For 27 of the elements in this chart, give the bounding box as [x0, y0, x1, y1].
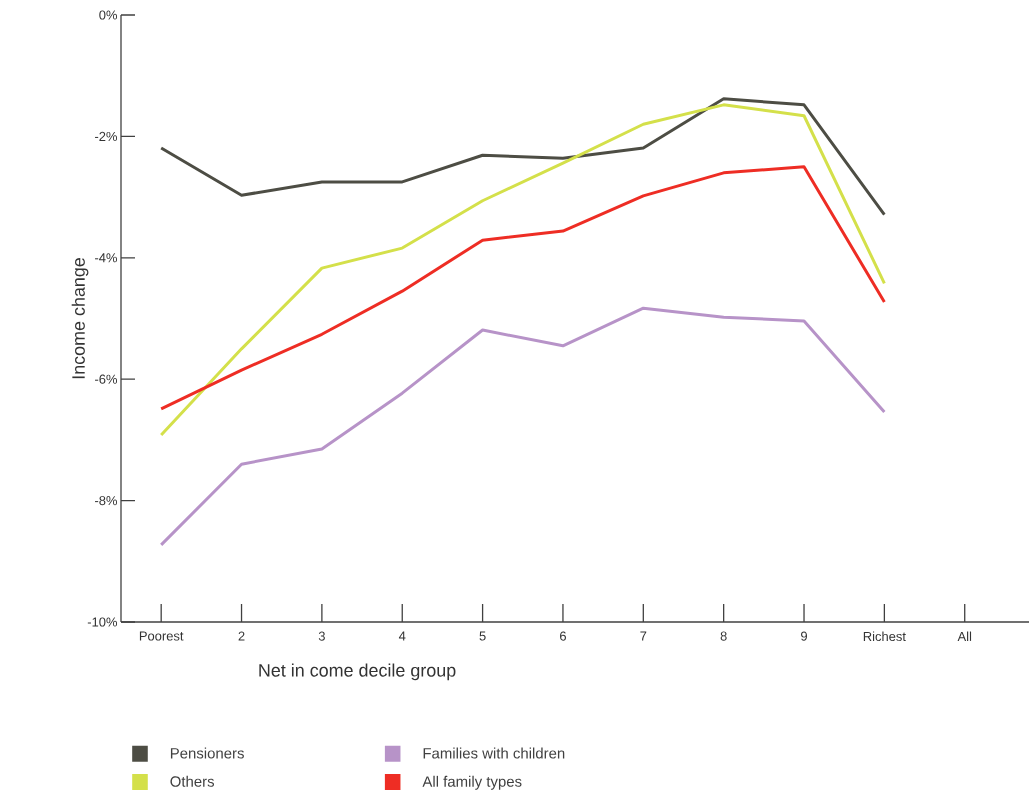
legend-label: Pensioners [170, 747, 244, 759]
x-tick-label: All [957, 631, 972, 641]
x-tick-label: 4 [398, 631, 406, 641]
y-tick-label: 0% [99, 10, 118, 20]
x-tick-label: 2 [238, 631, 245, 641]
x-tick-label: 5 [479, 631, 486, 641]
y-tick-label: -8% [95, 496, 118, 506]
y-axis-title: Income change [71, 258, 89, 379]
y-tick-label: -6% [95, 374, 118, 384]
y-tick-label: -2% [95, 131, 118, 141]
legend-label: All family types [422, 775, 522, 790]
x-tick-label: 6 [560, 631, 566, 641]
y-tick-label: -4% [95, 253, 118, 263]
x-axis-title: Net in come decile group [259, 663, 456, 681]
line-series [159, 103, 886, 437]
x-tick-label: 9 [801, 631, 808, 641]
x-tick-label: Poorest [139, 631, 184, 641]
line-series [159, 97, 886, 217]
x-tick-label: Richest [863, 631, 906, 642]
x-tick-label: 8 [720, 631, 727, 641]
line-series [159, 306, 886, 547]
x-tick-label: 7 [640, 631, 647, 641]
line-series [159, 165, 886, 411]
legend-label: Families with children [423, 747, 565, 759]
legend-label: Others [170, 775, 215, 787]
y-tick-label: -10% [87, 617, 118, 627]
x-tick-label: 3 [318, 631, 325, 641]
